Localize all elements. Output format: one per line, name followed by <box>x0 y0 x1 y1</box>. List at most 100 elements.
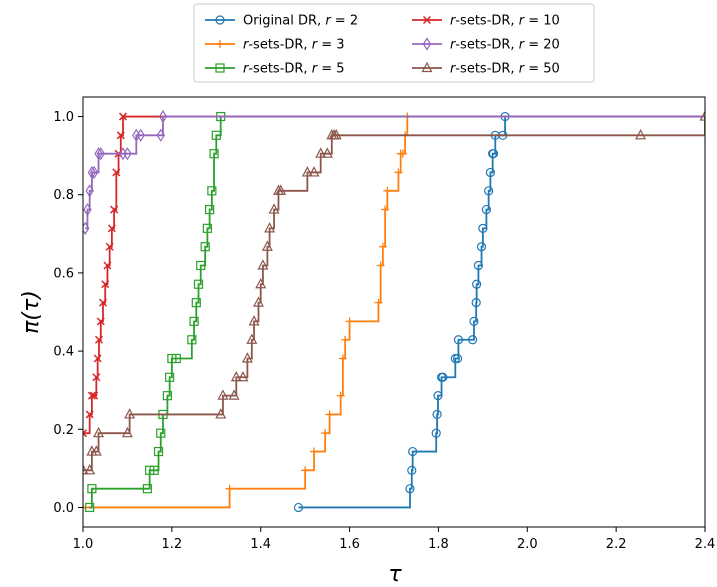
data-point <box>315 147 327 158</box>
legend-entry: r-sets-DR, r = 10 <box>412 14 560 29</box>
x-axis: 1.0 1.2 1.4 1.6 1.8 2.0 2.2 2.4 <box>73 527 716 552</box>
data-point <box>149 465 159 475</box>
legend-label: r-sets-DR, r = 20 <box>450 38 560 53</box>
data-point <box>165 372 175 382</box>
data-point <box>472 279 482 289</box>
data-point <box>374 298 383 307</box>
data-point <box>228 389 240 400</box>
x-tick-label: 2.4 <box>695 537 716 552</box>
x-tick-label: 2.0 <box>517 537 538 552</box>
data-point <box>394 168 403 177</box>
data-point <box>98 298 108 307</box>
data-point <box>488 149 499 159</box>
data-point <box>268 203 280 214</box>
data-point <box>89 165 99 180</box>
plot-frame <box>82 96 706 528</box>
data-point <box>225 484 234 493</box>
data-point <box>110 205 119 214</box>
data-point <box>378 242 387 251</box>
data-point <box>85 502 95 513</box>
data-point <box>471 298 481 308</box>
data-point <box>230 370 242 382</box>
y-axis: 0.0 0.2 0.4 0.6 0.8 1.0 <box>53 110 83 516</box>
data-point <box>452 353 463 364</box>
data-point <box>246 333 258 344</box>
data-point <box>699 110 705 121</box>
data-point <box>241 352 253 363</box>
data-point <box>205 204 215 215</box>
data-point <box>248 315 260 326</box>
data-point <box>432 409 442 420</box>
data-point <box>121 426 133 438</box>
data-point <box>116 131 125 140</box>
data-point <box>153 446 164 457</box>
data-point <box>200 242 210 252</box>
data-point <box>275 184 287 195</box>
data-point <box>422 15 432 25</box>
data-point <box>473 260 484 271</box>
data-point <box>469 316 479 326</box>
legend: Original DR, r = 2 r-sets-DR, r = 3 r-sets… <box>193 3 595 83</box>
data-point <box>83 221 90 235</box>
x-tick-label: 2.2 <box>606 537 627 552</box>
data-point <box>87 391 96 400</box>
data-point <box>330 129 342 140</box>
data-point <box>478 223 488 233</box>
data-point <box>191 298 201 308</box>
legend-box <box>193 3 595 83</box>
data-point <box>422 37 432 51</box>
x-tick-label: 1.0 <box>73 537 94 552</box>
data-point <box>162 391 173 401</box>
data-point <box>308 166 320 177</box>
x-tick-label: 1.8 <box>428 537 449 552</box>
series-6 <box>83 110 705 475</box>
data-point <box>481 204 492 215</box>
data-point <box>336 391 345 400</box>
series-line <box>89 115 705 509</box>
x-axis-label: τ <box>388 562 402 587</box>
data-point <box>383 186 392 195</box>
legend-entry: Original DR, r = 2 <box>205 14 358 29</box>
data-point <box>215 63 225 73</box>
data-point <box>485 167 496 178</box>
series-1 <box>293 111 705 513</box>
data-point <box>207 186 217 196</box>
data-point <box>85 410 94 419</box>
data-point <box>94 335 104 344</box>
data-point <box>193 279 204 289</box>
series-line <box>83 116 705 472</box>
data-point <box>301 466 310 475</box>
data-point <box>345 317 354 326</box>
data-point <box>118 112 128 121</box>
data-point <box>453 335 464 345</box>
data-point <box>136 128 145 142</box>
data-point <box>310 447 319 456</box>
data-point <box>87 165 97 180</box>
data-point <box>90 391 99 400</box>
data-point <box>107 224 116 233</box>
data-point <box>264 222 276 233</box>
data-point <box>255 277 267 289</box>
y-tick-label: 0.0 <box>53 501 74 516</box>
data-point <box>215 408 227 419</box>
legend-entry: r-sets-DR, r = 3 <box>205 38 345 53</box>
data-point <box>84 464 96 475</box>
data-point <box>293 502 304 513</box>
data-point <box>87 484 97 494</box>
data-point <box>217 389 229 400</box>
data-point <box>142 484 153 494</box>
legend-label: r-sets-DR, r = 10 <box>450 14 560 29</box>
data-point <box>405 484 415 494</box>
data-point <box>237 370 249 382</box>
data-point <box>215 15 225 25</box>
data-point <box>421 61 433 73</box>
data-point <box>93 354 102 363</box>
data-point <box>124 408 136 419</box>
data-point <box>468 335 478 345</box>
y-tick-label: 0.6 <box>53 266 74 281</box>
data-point <box>484 186 494 196</box>
data-point <box>476 242 487 252</box>
y-tick-label: 0.2 <box>53 423 74 438</box>
data-point <box>156 128 165 142</box>
